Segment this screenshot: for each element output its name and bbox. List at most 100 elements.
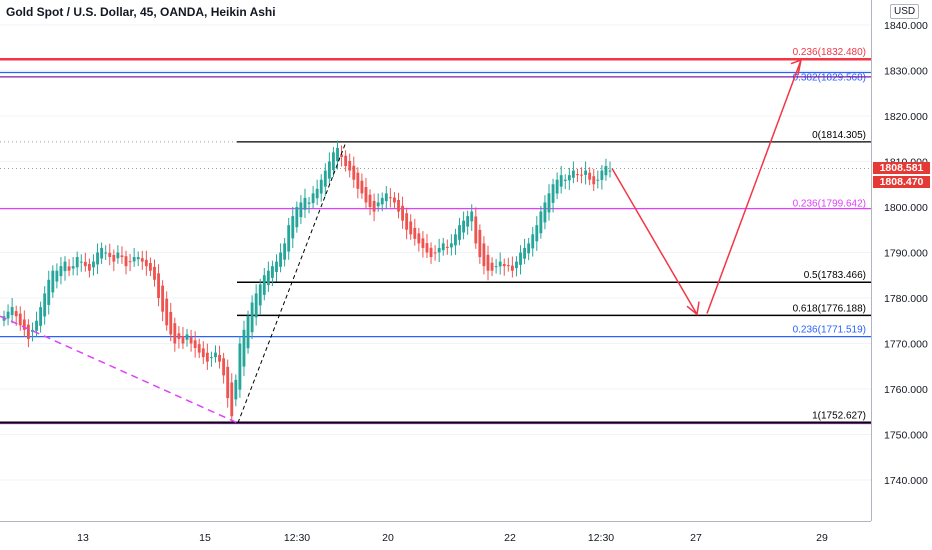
candle-body <box>234 379 238 400</box>
candle-body <box>197 344 201 353</box>
candle-body <box>128 261 132 263</box>
candle-body <box>319 179 323 194</box>
candle-body <box>356 172 360 189</box>
candle-body <box>71 266 75 269</box>
candle <box>596 170 600 189</box>
candle <box>555 172 559 200</box>
candle-body <box>108 252 112 258</box>
candle <box>519 245 522 275</box>
candle <box>87 258 91 278</box>
candle-body <box>454 234 457 246</box>
candle <box>531 227 535 257</box>
candle <box>222 352 226 384</box>
candle <box>63 256 67 281</box>
candle-body <box>531 234 535 249</box>
candle-body <box>83 261 87 267</box>
candle <box>515 256 518 277</box>
candle <box>482 236 486 275</box>
candle <box>592 168 596 192</box>
candle-body <box>376 202 380 207</box>
candle <box>283 237 287 267</box>
projection-arrow-up <box>706 59 802 314</box>
candle <box>262 267 266 301</box>
candle-body <box>413 227 417 239</box>
candle-body <box>169 311 173 335</box>
candle <box>421 231 425 258</box>
candle <box>108 243 112 266</box>
candle-body <box>515 261 518 269</box>
candle-body <box>535 225 539 242</box>
candle <box>201 341 205 364</box>
candle-body <box>173 323 177 344</box>
candle-body <box>51 270 55 293</box>
candle-body <box>291 216 295 239</box>
candle <box>71 257 75 276</box>
candle <box>559 166 563 194</box>
candle <box>104 245 108 261</box>
candle <box>588 167 592 186</box>
candle <box>197 338 201 359</box>
candle <box>100 242 104 264</box>
candle-body <box>588 172 592 180</box>
candle <box>332 146 335 177</box>
candle <box>433 245 437 261</box>
candle <box>563 174 567 190</box>
candle <box>600 165 604 190</box>
candle-body <box>10 307 14 316</box>
fib-level-label: 0.382(1829.568) <box>793 72 866 83</box>
candle-body <box>563 179 567 181</box>
candle <box>124 250 128 275</box>
candle-body <box>519 252 522 265</box>
candle <box>67 259 71 277</box>
candle <box>116 245 120 264</box>
candle-body <box>63 261 67 272</box>
candle-body <box>327 161 331 179</box>
candle <box>360 173 364 199</box>
candle-body <box>490 262 494 271</box>
candle-body <box>380 197 384 205</box>
candle <box>384 186 388 210</box>
candle <box>405 207 409 240</box>
candle-body <box>315 188 319 199</box>
dashed-trendline-magenta <box>0 315 238 424</box>
candle-body <box>600 170 604 180</box>
candle <box>205 343 209 370</box>
candle <box>454 228 457 255</box>
candle <box>323 163 327 197</box>
candle-body <box>100 247 104 259</box>
candle-body <box>523 247 527 259</box>
candle-body <box>295 207 299 228</box>
candle-body <box>116 252 120 259</box>
currency-button[interactable]: USD <box>890 4 920 19</box>
candle-body <box>576 174 579 176</box>
candle-body <box>35 320 38 331</box>
candle <box>136 251 140 267</box>
candle-body <box>242 329 246 367</box>
candle <box>466 210 470 235</box>
candle <box>437 238 441 263</box>
candle-body <box>364 187 368 203</box>
candle <box>401 196 405 229</box>
candle <box>173 317 177 352</box>
candle <box>79 254 83 272</box>
candle-body <box>283 243 287 260</box>
x-tick-label: 12:30 <box>588 532 614 544</box>
candle-body <box>372 200 376 212</box>
candle-body <box>425 243 429 253</box>
candle-body <box>539 211 543 234</box>
candle <box>47 270 51 315</box>
candle <box>287 217 291 260</box>
candle <box>275 254 278 282</box>
candle <box>393 192 396 208</box>
x-tick-label: 13 <box>77 532 89 544</box>
candle <box>425 234 429 258</box>
candle-body <box>478 229 482 258</box>
candle-body <box>96 252 99 265</box>
candle <box>10 298 14 324</box>
candle <box>266 261 270 292</box>
dashed-trendline-black <box>237 141 347 423</box>
candle <box>128 253 132 272</box>
candle-body <box>75 257 79 268</box>
candle-body <box>596 179 600 181</box>
